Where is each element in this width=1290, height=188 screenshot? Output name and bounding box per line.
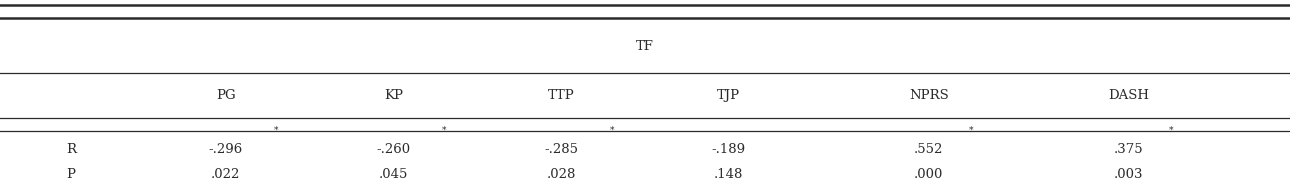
Text: -.285: -.285: [544, 143, 578, 156]
Text: .003: .003: [1115, 168, 1143, 181]
Text: TJP: TJP: [717, 89, 740, 102]
Text: .552: .552: [915, 143, 943, 156]
Text: .045: .045: [379, 168, 408, 181]
Text: *: *: [441, 126, 446, 135]
Text: *: *: [273, 126, 279, 135]
Text: KP: KP: [384, 89, 402, 102]
Text: .000: .000: [915, 168, 943, 181]
Text: *: *: [1169, 126, 1173, 135]
Text: .028: .028: [547, 168, 575, 181]
Text: .375: .375: [1115, 143, 1143, 156]
Text: NPRS: NPRS: [909, 89, 948, 102]
Text: .022: .022: [212, 168, 240, 181]
Text: TTP: TTP: [548, 89, 574, 102]
Text: R: R: [66, 143, 76, 156]
Text: *: *: [969, 126, 973, 135]
Text: DASH: DASH: [1108, 89, 1149, 102]
Text: PG: PG: [215, 89, 236, 102]
Text: -.296: -.296: [209, 143, 243, 156]
Text: .148: .148: [715, 168, 743, 181]
Text: P: P: [67, 168, 75, 181]
Text: -.260: -.260: [377, 143, 410, 156]
Text: -.189: -.189: [712, 143, 746, 156]
Text: *: *: [609, 126, 614, 135]
Text: TF: TF: [636, 40, 654, 54]
